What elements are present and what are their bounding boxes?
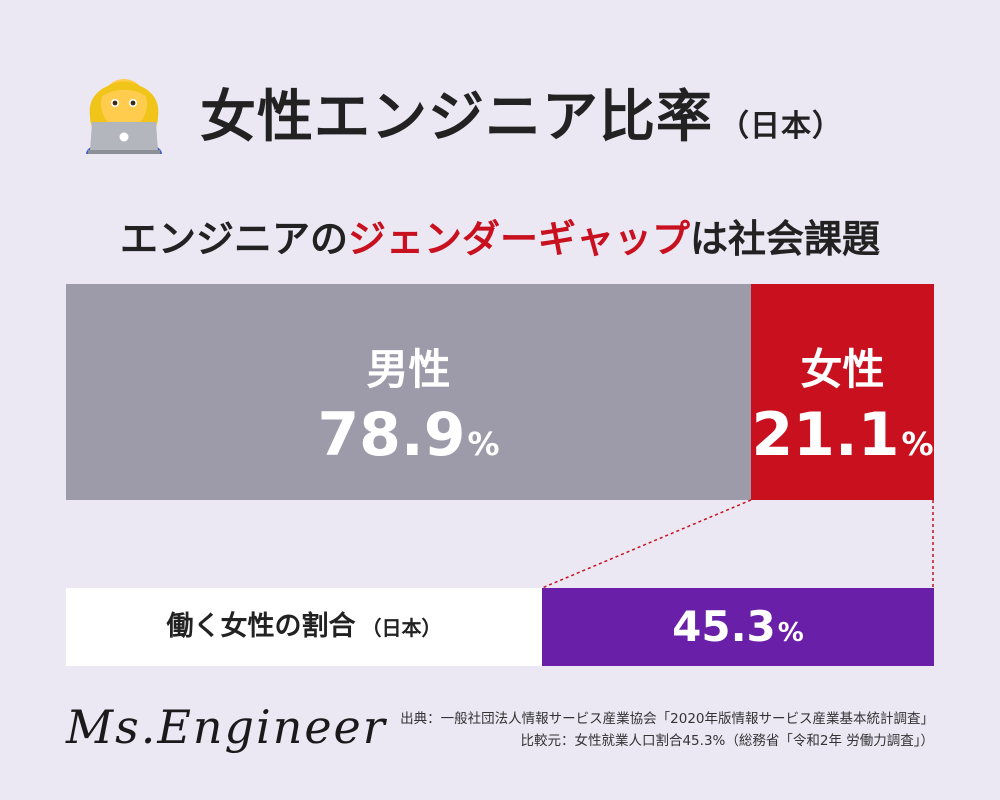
bar-label-female: 女性 xyxy=(800,345,885,394)
title-suffix: （日本） xyxy=(719,109,843,144)
subtitle-part1: エンジニアの xyxy=(119,217,348,261)
brand-logo: Ms.Engineer xyxy=(66,700,387,754)
page-title: 女性エンジニア比率 （日本） xyxy=(200,72,843,153)
subtitle: エンジニアのジェンダーギャップは社会課題 xyxy=(0,208,1000,263)
subtitle-highlight: ジェンダーギャップ xyxy=(347,217,690,261)
bar-value-male-number: 78.9 xyxy=(317,400,466,470)
bar-label-male: 男性 xyxy=(366,345,451,394)
comparison-label-suffix: （日本） xyxy=(361,616,442,640)
source-line-1: 出典：一般社団法人情報サービス産業協会「2020年版情報サービス産業基本統計調査… xyxy=(400,711,934,727)
title-text: 女性エンジニア比率 xyxy=(200,85,713,150)
comparison-value: 45.3% xyxy=(542,588,934,675)
source-line-2: 比較元：女性就業人口割合45.3%（総務省「令和2年 労働力調査」） xyxy=(520,733,934,749)
bar-value-male: 78.9% xyxy=(66,400,751,470)
gender-stacked-bar: 男性 78.9% 女性 21.1% xyxy=(66,284,934,500)
comparison-value-number: 45.3 xyxy=(672,602,776,651)
bar-segment-female: 女性 21.1% xyxy=(751,284,934,500)
comparison-label: 働く女性の割合 （日本） xyxy=(66,588,542,667)
comparison-label-box: 働く女性の割合 （日本） xyxy=(66,588,542,666)
subtitle-part2: は社会課題 xyxy=(690,217,881,261)
title-row: 女性エンジニア比率 （日本） xyxy=(0,52,1000,162)
woman-technologist-icon xyxy=(86,79,162,154)
source-note: 出典：一般社団法人情報サービス産業協会「2020年版情報サービス産業基本統計調査… xyxy=(400,708,934,752)
bar-value-male-unit: % xyxy=(467,425,500,463)
comparison-value-unit: % xyxy=(777,618,804,648)
comparison-label-text: 働く女性の割合 xyxy=(166,611,356,642)
bar-segment-male: 男性 78.9% xyxy=(66,284,751,500)
bar-value-female-unit: % xyxy=(901,425,934,463)
comparison-value-box: 45.3% xyxy=(542,588,934,666)
connector-line-left xyxy=(541,499,752,589)
bar-value-female-number: 21.1 xyxy=(751,400,900,470)
bar-value-female: 21.1% xyxy=(751,400,934,470)
